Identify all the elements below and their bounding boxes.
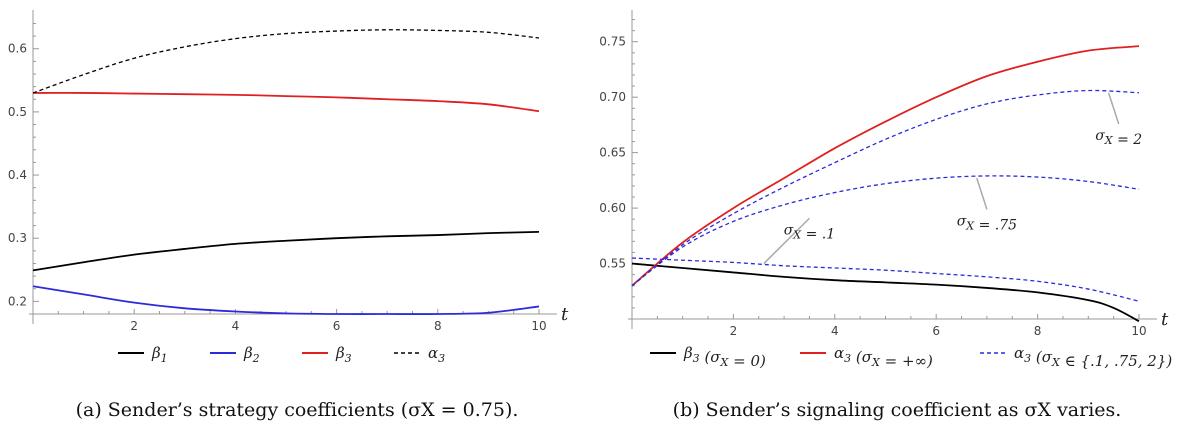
x-tick-label: 10 bbox=[531, 319, 546, 333]
series-line-1 bbox=[32, 285, 540, 315]
chart-b: 2 4 6 8 10 t 0.55 0.60 0.65 0.70 0.75 σX = 2 σX = .7… bbox=[599, 10, 1172, 370]
y-tick-label: 0.75 bbox=[599, 35, 626, 49]
caption-a: (a) Sender’s strategy coefficients (σX =… bbox=[76, 399, 519, 421]
series-line-0 bbox=[32, 230, 540, 272]
series-line-3 bbox=[32, 29, 540, 94]
annotation-label: σX = .75 bbox=[957, 213, 1017, 233]
x-tick-label: 8 bbox=[434, 319, 442, 333]
y-tick-label: 0.5 bbox=[8, 105, 27, 119]
series-line-2 bbox=[631, 89, 1140, 287]
x-axis-label: t bbox=[1161, 309, 1169, 330]
series-line-3 bbox=[631, 175, 1140, 287]
series-line-0 bbox=[631, 262, 1140, 323]
caption-b: (b) Sender’s signaling coefficient as σX… bbox=[673, 399, 1122, 421]
series-line-4 bbox=[631, 257, 1140, 302]
legend-label: β3 (σX = 0) bbox=[683, 344, 766, 370]
legend-label: α3 bbox=[428, 344, 445, 365]
x-tick-label: 2 bbox=[730, 324, 738, 338]
legend-label: β1 bbox=[151, 344, 168, 365]
x-axis-label: t bbox=[561, 304, 569, 325]
x-tick-label: 4 bbox=[831, 324, 839, 338]
x-tick-label: 6 bbox=[333, 319, 341, 333]
series-line-2 bbox=[32, 92, 540, 113]
annotation-leader bbox=[763, 217, 810, 265]
annotation-label: σX = 2 bbox=[1095, 128, 1142, 148]
annotation-leader bbox=[976, 177, 988, 210]
x-tick-label: 6 bbox=[932, 324, 940, 338]
legend-label: β3 bbox=[335, 344, 352, 365]
legend-label: α3 (σX ∈ {.1, .75, 2}) bbox=[1014, 344, 1172, 370]
annotation-leader bbox=[1107, 92, 1120, 125]
x-tick-label: 10 bbox=[1131, 324, 1146, 338]
y-tick-label: 0.70 bbox=[599, 90, 626, 104]
x-tick-label: 4 bbox=[232, 319, 240, 333]
legend-label: α3 (σX = +∞) bbox=[834, 344, 933, 370]
y-tick-label: 0.3 bbox=[8, 231, 27, 245]
legend-label: β2 bbox=[243, 344, 260, 365]
annotation-label: σX = .1 bbox=[784, 222, 835, 242]
x-tick-label: 2 bbox=[130, 319, 138, 333]
y-tick-label: 0.4 bbox=[8, 168, 27, 182]
y-tick-label: 0.60 bbox=[599, 201, 626, 215]
y-tick-label: 0.65 bbox=[599, 146, 626, 160]
x-tick-label: 8 bbox=[1034, 324, 1042, 338]
y-tick-label: 0.55 bbox=[599, 257, 626, 271]
series-line-1 bbox=[631, 45, 1140, 287]
y-tick-label: 0.6 bbox=[8, 42, 27, 56]
chart-a: 2 4 6 8 10 t 0.2 0.3 0.4 0.5 0.6 β1 β2 β3 α3 bbox=[8, 10, 569, 365]
y-tick-label: 0.2 bbox=[8, 294, 27, 308]
